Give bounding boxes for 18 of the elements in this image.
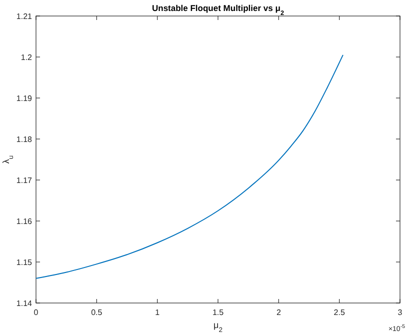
x-tick-label: 2.5: [334, 308, 346, 317]
line-series: [36, 54, 344, 279]
y-tick-label: 1.21: [16, 12, 33, 21]
x-tick-label: 0.5: [91, 308, 103, 317]
y-tick-label: 1.2: [20, 53, 33, 62]
y-tick-label: 1.15: [16, 258, 33, 267]
x-tick-label: 2: [276, 308, 282, 317]
chart-title: Unstable Floquet Multiplier vs μ$_{2}$: [152, 3, 284, 16]
x-tick-label: 1: [155, 308, 160, 317]
y-tick-label: 1.17: [16, 176, 33, 185]
y-tick-label: 1.14: [16, 299, 33, 308]
x-tick-label: 3: [398, 308, 403, 317]
x-axis-title: μ$_{2}$: [214, 320, 223, 334]
x-tick-label: 1.5: [212, 308, 224, 317]
y-tick-label: 1.18: [16, 135, 33, 144]
y-tick-label: 1.19: [16, 94, 33, 103]
x-tick-label: 0: [34, 308, 39, 317]
y-tick-label: 1.16: [16, 217, 33, 226]
